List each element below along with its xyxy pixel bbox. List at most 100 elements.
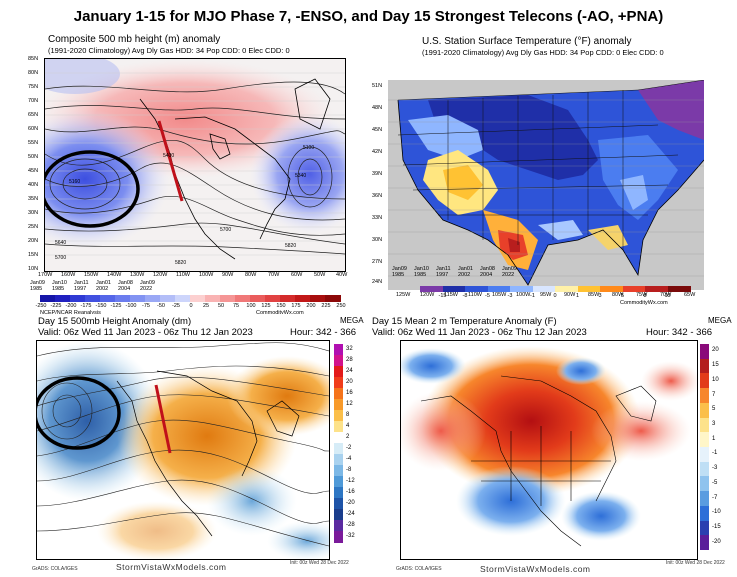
lon-label: 110W	[468, 292, 482, 298]
colorbar-cell	[190, 295, 206, 302]
colorbar-label: 32	[346, 345, 353, 352]
colorbar-label: 50	[217, 303, 225, 309]
lat-label: 65N	[28, 112, 39, 118]
colorbar-label: 200	[306, 303, 316, 309]
contour-label: 5700	[220, 227, 231, 233]
colorbar-cell	[265, 295, 281, 302]
lon-label: 65W	[684, 292, 696, 298]
station-analog-years: Jan09 1985 Jan10 1985 Jan11 1997 Jan01 2002 …	[392, 266, 562, 280]
colorbar-cell	[160, 295, 176, 302]
colorbar-label: 20	[712, 347, 719, 354]
colorbar-cell	[280, 295, 296, 302]
credit-left: GrADS: COLA/IGES	[396, 566, 442, 572]
analog-years: Jan09 1985 Jan10 1985 Jan11 1997 Jan01 2002 …	[30, 280, 230, 294]
colorbar-label: -20	[712, 538, 721, 545]
colorbar-temp-anomaly: 20 15 10 7 5 3 1 -1 -3 -5 -7 -10 -15 -20	[700, 344, 730, 554]
colorbar-cell	[700, 344, 709, 360]
colorbar-cell	[334, 432, 343, 444]
lat-label: 25N	[28, 224, 39, 230]
colorbar-label: -5	[712, 479, 718, 486]
colorbar-label: 16	[346, 389, 353, 396]
lat-label: 55N	[28, 140, 39, 146]
colorbar-label: 3	[598, 293, 602, 299]
lon-label: 70W	[660, 292, 672, 298]
ridge-axis-annotation	[157, 120, 184, 202]
lon-label: 95W	[540, 292, 552, 298]
lat-label: 36N	[372, 193, 383, 199]
colorbar-label: -16	[346, 488, 355, 495]
colorbar-cell	[334, 421, 343, 433]
lon-label: 75W	[636, 292, 648, 298]
panel-subtitle: (1991-2020 Climatology) Avg Dly Gas HDD:…	[48, 46, 290, 55]
lat-label: 75N	[28, 84, 39, 90]
panel-subtitle: (1991-2020 Climatology) Avg Dly Gas HDD:…	[422, 48, 664, 57]
lon-label: 40W	[336, 272, 348, 278]
year-item: Jan10 1985	[52, 280, 67, 292]
init-time: Init: 00z Wed 28 Dec 2022	[290, 560, 349, 566]
colorbar-cell	[622, 286, 646, 292]
colorbar-cell	[334, 355, 343, 367]
colorbar-cell	[70, 295, 86, 302]
lat-label: 30N	[372, 237, 383, 243]
colorbar-label: -32	[346, 532, 355, 539]
credit-right: CommodityWx.com	[620, 300, 668, 306]
lat-label: 10N	[28, 266, 39, 272]
colorbar-label: -1	[530, 293, 535, 299]
panel-station-temperature: U.S. Station Surface Temperature (°F) an…	[370, 34, 710, 309]
colorbar-station	[410, 290, 411, 291]
colorbar-cell	[55, 295, 71, 302]
colorbar-cell	[334, 388, 343, 400]
lon-label: 100W	[516, 292, 531, 298]
colorbar-composite-labels: -250 -225 -200 -175 -150 -125 -100 -75 -50 -25 0 25…	[34, 303, 345, 310]
lon-axis: 170W 160W 150W 140W 130W 120W 110W 100W …	[38, 272, 354, 280]
panel-valid: Valid: 06z Wed 11 Jan 2023 - 06z Thu 12 …	[38, 327, 253, 338]
colorbar-cell	[334, 454, 343, 466]
day15-height-map-svg	[37, 341, 329, 559]
colorbar-label: -25	[172, 303, 180, 309]
colorbar-cell	[700, 373, 709, 389]
lon-label: 60W	[291, 272, 303, 278]
lat-label: 45N	[372, 127, 383, 133]
colorbar-label: 3	[712, 420, 716, 427]
contour-label: 5340	[295, 173, 306, 179]
colorbar-cell	[235, 295, 251, 302]
colorbar-label: -5	[485, 293, 490, 299]
lat-axis: 85N 80N 75N 70N 65N 60N 55N 50N 45N 40N …	[28, 56, 44, 272]
site-footer: StormVistaWxModels.com	[480, 564, 591, 574]
colorbar-cell	[334, 443, 343, 455]
colorbar-cell	[325, 295, 341, 302]
colorbar-cell	[175, 295, 191, 302]
colorbar-cell	[334, 399, 343, 411]
colorbar-label: -12	[346, 477, 355, 484]
lon-label: 90W	[222, 272, 234, 278]
colorbar-label: 250	[336, 303, 346, 309]
colorbar-cell	[532, 286, 556, 292]
year-item: Jan01 2002	[458, 266, 473, 278]
lat-label: 30N	[28, 210, 39, 216]
lat-label: 33N	[372, 215, 383, 221]
year-item: Jan10 1985	[414, 266, 429, 278]
colorbar-cell	[700, 402, 709, 419]
panel-day15-500mb: Day 15 500mb Height Anomaly (dm) MEGA Va…	[28, 314, 368, 576]
colorbar-cell	[700, 388, 709, 404]
lon-label: 50W	[314, 272, 326, 278]
colorbar-cell	[100, 295, 116, 302]
colorbar-cell	[700, 505, 709, 522]
contour-label: 5160	[69, 179, 80, 185]
panel-model: MEGA	[340, 316, 364, 325]
colorbar-label: 1	[575, 293, 580, 299]
ridge-axis-annotation	[154, 384, 172, 454]
year-item: Jan09 2022	[502, 266, 517, 278]
panel-hour: Hour: 342 - 366	[646, 327, 713, 338]
day15-temp-map-svg	[401, 341, 697, 559]
lon-label: 80W	[612, 292, 624, 298]
panel-title: Day 15 500mb Height Anomaly (dm)	[38, 316, 192, 327]
lat-axis: 51N 48N 45N 42N 39N 36N 33N 30N 27N 24N	[370, 80, 388, 290]
colorbar-cell	[700, 491, 709, 507]
lat-label: 40N	[28, 182, 39, 188]
lon-label: 80W	[245, 272, 257, 278]
year-item: Jan11 1997	[436, 266, 451, 278]
contour-label: 5820	[285, 243, 296, 249]
colorbar-cell	[334, 410, 343, 422]
contour-label: 5100	[303, 145, 314, 151]
